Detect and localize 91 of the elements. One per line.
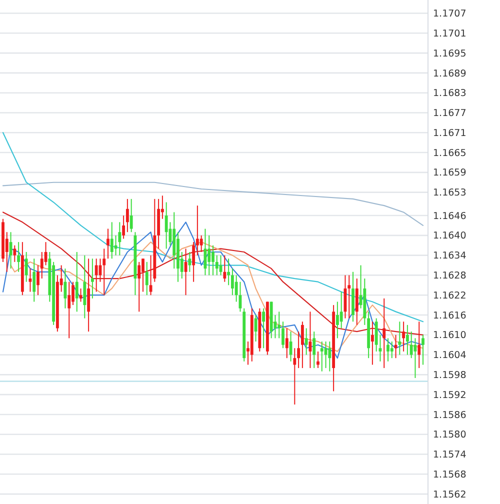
candlestick: [79, 288, 82, 302]
y-tick-label: 1.1653: [433, 188, 466, 199]
candlestick: [24, 252, 28, 282]
y-tick-label: 1.1677: [433, 108, 466, 120]
candlestick: [72, 281, 74, 306]
y-tick-label: 1.1665: [433, 148, 466, 159]
line-series: [2, 132, 424, 322]
y-tick-label: 1.1707: [433, 8, 466, 20]
y-tick-label: 1.1659: [433, 168, 466, 179]
candlestick: [102, 248, 106, 296]
y-tick-label: 1.1562: [433, 489, 466, 500]
y-tick-label: 1.1574: [433, 450, 466, 461]
candlestick: [208, 234, 211, 276]
y-tick-label: 1.1640: [433, 230, 466, 242]
candlestick: [340, 291, 343, 329]
y-tick-label: 1.1604: [433, 350, 466, 362]
y-tick-label: 1.1616: [433, 310, 466, 322]
candlestick: [285, 328, 288, 359]
candlestick: [212, 244, 214, 276]
candlestick: [312, 331, 316, 369]
candlestick: [192, 242, 196, 282]
candlestick: [227, 258, 230, 286]
candlestick: [282, 321, 284, 349]
y-tick-label: 1.1622: [433, 290, 466, 302]
candlestick: [336, 301, 339, 339]
candlestick: [262, 308, 266, 349]
candlestick: [164, 202, 168, 250]
candlestick: [138, 261, 141, 312]
candlestick: [370, 321, 374, 366]
candlestick: [297, 331, 300, 369]
candlestick: [36, 264, 40, 296]
candlestick: [320, 341, 324, 372]
candlestick: [188, 252, 192, 272]
y-tick-label: 1.1598: [433, 370, 466, 382]
candlestick: [215, 254, 218, 276]
candlestick: [94, 258, 98, 292]
candlestick: [386, 338, 390, 362]
candlestick: [17, 242, 20, 272]
candlestick: [126, 198, 129, 233]
candlestick: [348, 274, 351, 319]
candlestick: [142, 258, 144, 292]
candlestick: [122, 215, 126, 240]
candlestick: [406, 324, 409, 356]
candlestick: [324, 341, 328, 369]
candlestick: [32, 258, 36, 302]
candlestick: [28, 268, 32, 292]
candlestick: [382, 298, 386, 369]
candlestick: [398, 321, 402, 356]
candlestick: [110, 222, 114, 260]
candlestick: [90, 258, 94, 299]
candlestick: [418, 321, 421, 369]
candlestick: [130, 198, 133, 233]
y-tick-label: 1.1568: [433, 469, 466, 480]
y-tick-label: 1.1592: [433, 390, 466, 401]
y-tick-label: 1.1689: [433, 68, 466, 80]
y-tick-label: 1.1586: [433, 410, 466, 421]
y-tick-label: 1.1695: [433, 48, 466, 60]
candlestick: [390, 341, 394, 359]
candlestick: [223, 254, 226, 282]
candlestick: [68, 281, 71, 339]
candlestick: [145, 261, 148, 296]
y-tick-label: 1.1580: [433, 430, 466, 441]
line-series: [2, 212, 424, 336]
line-series: [2, 222, 424, 359]
candlestick: [83, 254, 86, 319]
candlestick: [118, 222, 122, 256]
y-tick-label: 1.1628: [433, 270, 466, 282]
candlestick: [87, 258, 90, 332]
candlestick: [230, 268, 234, 296]
candlestick: [200, 234, 203, 252]
candlestick: [355, 278, 358, 326]
candlestick: [13, 244, 16, 262]
candlestick: [316, 350, 320, 369]
line-series: [2, 182, 424, 226]
candlestick: [304, 328, 308, 356]
y-tick-label: 1.1671: [433, 128, 466, 139]
candlestick: [293, 348, 296, 406]
candlestick: [300, 321, 304, 369]
y-tick-label: 1.1646: [433, 210, 466, 222]
candlestick: [278, 311, 281, 339]
candlestick: [402, 321, 406, 352]
candlestick: [196, 205, 199, 256]
candlestick: [422, 334, 424, 366]
y-tick-label: 1.1683: [433, 88, 466, 100]
candlestick: [40, 252, 44, 280]
y-tick-label: 1.1634: [433, 250, 466, 262]
y-tick-label: 1.1701: [433, 28, 466, 40]
y-tick-label: 1.1610: [433, 330, 466, 342]
candlestick: [106, 228, 110, 260]
candlestick: [75, 252, 78, 312]
candlestick: [328, 341, 332, 372]
